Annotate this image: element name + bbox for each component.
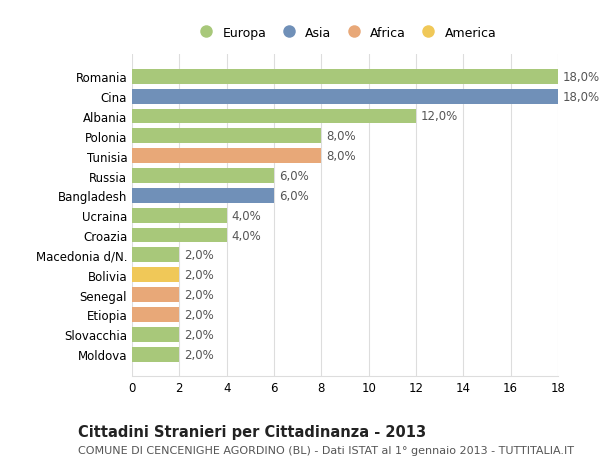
Text: 8,0%: 8,0%: [326, 150, 356, 163]
Text: Cittadini Stranieri per Cittadinanza - 2013: Cittadini Stranieri per Cittadinanza - 2…: [78, 425, 426, 440]
Legend: Europa, Asia, Africa, America: Europa, Asia, Africa, America: [190, 23, 500, 43]
Text: 2,0%: 2,0%: [184, 328, 214, 341]
Bar: [132, 327, 179, 342]
Bar: [132, 287, 179, 302]
Text: 6,0%: 6,0%: [279, 170, 308, 183]
Bar: [132, 308, 179, 322]
Text: 8,0%: 8,0%: [326, 130, 356, 143]
Text: 18,0%: 18,0%: [563, 90, 600, 103]
Text: 4,0%: 4,0%: [232, 209, 261, 222]
Bar: [132, 149, 322, 164]
Bar: [132, 90, 558, 104]
Text: 2,0%: 2,0%: [184, 308, 214, 321]
Bar: [132, 169, 274, 184]
Bar: [132, 228, 227, 243]
Text: 18,0%: 18,0%: [563, 71, 600, 84]
Text: 6,0%: 6,0%: [279, 190, 308, 202]
Bar: [132, 208, 227, 223]
Bar: [132, 189, 274, 203]
Bar: [132, 129, 322, 144]
Bar: [132, 268, 179, 283]
Bar: [132, 248, 179, 263]
Text: 2,0%: 2,0%: [184, 288, 214, 302]
Bar: [132, 347, 179, 362]
Text: 2,0%: 2,0%: [184, 348, 214, 361]
Bar: [132, 70, 558, 84]
Bar: [132, 109, 416, 124]
Text: 2,0%: 2,0%: [184, 269, 214, 282]
Text: 12,0%: 12,0%: [421, 110, 458, 123]
Text: COMUNE DI CENCENIGHE AGORDINO (BL) - Dati ISTAT al 1° gennaio 2013 - TUTTITALIA.: COMUNE DI CENCENIGHE AGORDINO (BL) - Dat…: [78, 445, 574, 455]
Text: 4,0%: 4,0%: [232, 229, 261, 242]
Text: 2,0%: 2,0%: [184, 249, 214, 262]
